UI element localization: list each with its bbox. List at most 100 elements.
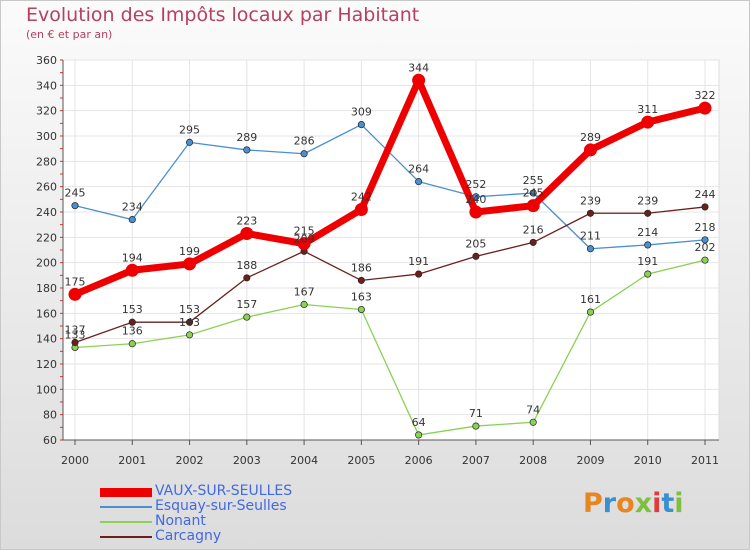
- data-label: 344: [408, 61, 429, 74]
- data-label: 311: [637, 103, 658, 116]
- logo-letter: r: [602, 488, 617, 519]
- plot-area: [62, 59, 720, 441]
- logo-letter: i: [652, 488, 662, 519]
- data-label: 214: [637, 226, 658, 239]
- data-point: [412, 73, 426, 87]
- legend-swatch: [100, 536, 152, 538]
- data-point: [701, 203, 709, 211]
- chart-subtitle: (en € et par an): [26, 28, 113, 41]
- data-label: 218: [695, 221, 716, 234]
- data-point: [128, 216, 136, 224]
- x-tick-label: 2001: [118, 454, 146, 467]
- data-label: 239: [637, 194, 658, 207]
- data-label: 215: [294, 225, 315, 238]
- y-tick-label: 160: [36, 307, 57, 320]
- data-point: [586, 209, 595, 217]
- x-tick-label: 2011: [691, 454, 719, 467]
- data-point: [415, 178, 423, 186]
- y-tick-label: 180: [36, 282, 57, 295]
- data-label: 167: [294, 285, 315, 298]
- data-point: [185, 331, 194, 339]
- data-point: [415, 431, 423, 439]
- y-tick-label: 300: [36, 130, 57, 143]
- data-label: 289: [236, 131, 257, 144]
- x-tick-label: 2004: [290, 454, 318, 467]
- data-point: [300, 150, 308, 158]
- chart-title: Evolution des Impôts locaux par Habitant: [26, 4, 420, 26]
- x-tick-label: 2000: [61, 454, 89, 467]
- x-tick-label: 2007: [462, 454, 490, 467]
- data-point: [357, 276, 365, 284]
- logo-letter: o: [616, 488, 635, 519]
- data-point: [698, 101, 712, 115]
- y-tick-label: 220: [36, 231, 57, 244]
- data-point: [71, 338, 79, 347]
- data-point: [185, 318, 194, 326]
- data-label: 143: [179, 316, 200, 329]
- data-point: [243, 313, 251, 321]
- x-tick-label: 2009: [576, 454, 604, 467]
- y-tick-label: 280: [36, 155, 57, 168]
- y-tick-label: 80: [43, 409, 57, 422]
- data-point: [644, 209, 652, 217]
- data-point: [586, 308, 595, 316]
- data-label: 252: [465, 178, 486, 191]
- data-point: [243, 146, 251, 154]
- legend-label: Carcagny: [155, 528, 222, 544]
- logo-letter: t: [661, 488, 675, 519]
- x-tick-label: 2002: [176, 454, 204, 467]
- data-label: 163: [351, 291, 372, 304]
- legend-swatch: [100, 506, 152, 508]
- data-point: [644, 241, 652, 249]
- data-point: [183, 257, 197, 271]
- logo-letter: x: [634, 488, 653, 519]
- data-label: 240: [465, 193, 486, 206]
- data-label: 194: [122, 251, 143, 264]
- data-point: [586, 245, 595, 253]
- data-label: 209: [294, 232, 315, 245]
- data-label: 286: [294, 135, 315, 148]
- data-point: [128, 318, 136, 326]
- data-label: 234: [122, 201, 143, 214]
- data-point: [641, 115, 655, 129]
- data-point: [297, 237, 311, 251]
- data-label: 191: [637, 255, 658, 268]
- data-label: 199: [179, 245, 200, 258]
- data-point: [357, 305, 365, 314]
- data-label: 309: [351, 106, 372, 119]
- data-label: 137: [65, 323, 86, 336]
- data-label: 133: [65, 329, 86, 342]
- data-label: 255: [523, 174, 544, 187]
- data-point: [354, 202, 368, 216]
- data-label: 289: [580, 131, 601, 144]
- data-point: [71, 202, 79, 210]
- data-label: 153: [179, 303, 200, 316]
- series-line-0: [73, 76, 706, 298]
- data-point: [185, 138, 194, 146]
- data-label: 244: [695, 188, 716, 201]
- y-tick-label: 100: [36, 383, 57, 396]
- data-point: [300, 300, 308, 309]
- y-tick-label: 140: [36, 333, 57, 346]
- y-tick-label: 60: [43, 434, 57, 447]
- data-label: 71: [469, 407, 483, 420]
- y-tick-label: 120: [36, 358, 57, 371]
- logo-letter: i: [674, 488, 684, 519]
- data-label: 136: [122, 325, 143, 338]
- proxiti-logo: Proxiti: [583, 488, 684, 519]
- data-label: 161: [580, 293, 601, 306]
- data-label: 202: [695, 241, 716, 254]
- series-line-2: [74, 259, 706, 436]
- legend-label: Esquay-sur-Seulles: [155, 498, 287, 514]
- data-label: 188: [236, 259, 257, 272]
- data-point: [529, 418, 537, 426]
- data-point: [529, 238, 537, 246]
- data-label: 223: [236, 215, 257, 228]
- data-point: [472, 252, 480, 260]
- y-tick-label: 340: [36, 79, 57, 92]
- data-point: [415, 270, 423, 278]
- data-label: 245: [65, 187, 86, 200]
- legend-swatch: [100, 521, 152, 523]
- data-point: [240, 227, 254, 241]
- data-point: [701, 256, 709, 264]
